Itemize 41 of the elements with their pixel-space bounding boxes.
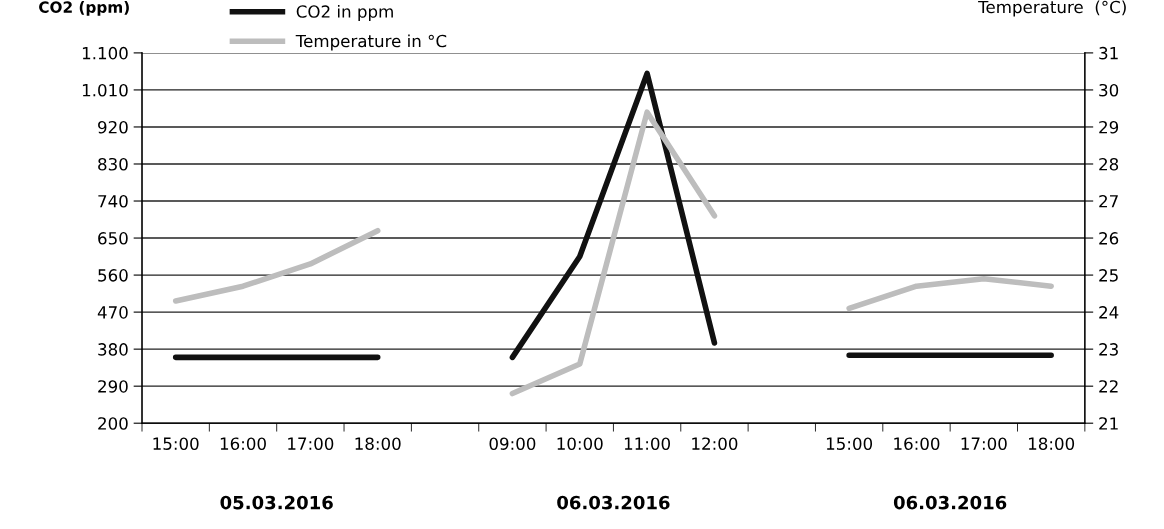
legend-label: CO2 in ppm: [296, 4, 393, 22]
text: 06.03.2016: [893, 495, 1007, 510]
x-tick-label: 18:00: [355, 437, 401, 450]
y-tick-label: 740: [98, 194, 128, 208]
y-tick-label: 290: [98, 380, 128, 393]
y-tick-label: 200: [98, 417, 128, 430]
x-tick-label: 16:00: [894, 437, 940, 450]
y2-tick-label: 31: [1099, 46, 1118, 60]
y-tick-label: 650: [98, 232, 128, 245]
y-tick-label: 560: [98, 269, 128, 282]
y2-tick-label: 25: [1099, 269, 1118, 282]
x-tick-label: 17:00: [288, 437, 334, 450]
x-tick-label: 18:00: [1028, 437, 1075, 450]
y-axis-title: CO2 (ppm): [39, 1, 129, 16]
text: 05.03.2016: [220, 495, 333, 510]
y-tick-label: 380: [98, 343, 128, 356]
y-tick-label: 830: [98, 157, 128, 171]
x-tick-label: 11:00: [624, 437, 671, 450]
y-tick-label: 920: [98, 120, 128, 134]
y-tick-label: 1.100: [82, 46, 128, 60]
y2-tick-label: 24: [1099, 306, 1119, 319]
y2-tick-label: 21: [1099, 417, 1118, 430]
y2-tick-label: 26: [1099, 232, 1119, 245]
y2-axis-title: Temperature (°C): [978, 0, 1126, 17]
y2-tick-label: 27: [1099, 194, 1118, 208]
legend-label: Temperature in °C: [295, 34, 447, 51]
x-tick-label: 15:00: [153, 437, 199, 450]
y2-tick-label: 22: [1099, 380, 1118, 393]
x-tick-label: 09:00: [489, 437, 536, 450]
y-tick-label: 470: [97, 306, 128, 319]
x-tick-label: 15:00: [826, 437, 873, 450]
x-tick-label: 12:00: [692, 437, 738, 450]
x-tick-label: 16:00: [220, 437, 266, 450]
y2-tick-label: 28: [1099, 157, 1119, 171]
x-tick-label: 10:00: [557, 437, 603, 450]
y2-tick-label: 29: [1099, 120, 1119, 134]
y2-tick-label: 23: [1099, 343, 1118, 356]
y2-tick-label: 30: [1099, 83, 1119, 97]
y-tick-label: 1.010: [82, 83, 128, 97]
text: 06.03.2016: [557, 495, 670, 510]
x-tick-label: 17:00: [961, 437, 1007, 450]
